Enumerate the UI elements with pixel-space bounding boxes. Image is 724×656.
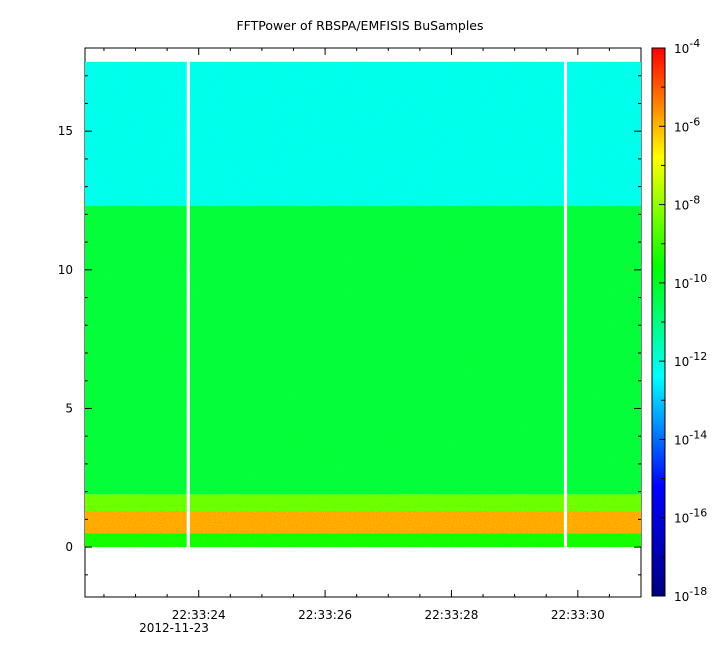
spectrogram-band-texture-4 [85,533,641,548]
spectrogram-band-texture-1 [85,206,641,495]
x-tick-label-3: 22:33:30 [551,608,605,622]
x-axis: 22:33:24 22:33:26 22:33:28 22:33:30 [103,48,642,622]
y-tick-label-0: 0 [65,540,73,554]
colorbar-tick-label-6: 10-16 [674,507,707,526]
x-tick-label-2: 22:33:28 [425,608,479,622]
y-tick-label-3: 15 [58,124,73,138]
data-gaps [186,60,568,549]
y-tick-label-2: 10 [58,263,73,277]
colorbar-tick-label-4: 10-12 [674,350,707,369]
colorbar-tick-label-5: 10-14 [674,428,707,447]
x-date-label: 2012-11-23 [139,621,209,635]
spectrogram-bands [85,61,641,548]
colorbar-tick-label-0: 10-4 [674,37,700,56]
spectrogram-band-texture-2 [85,494,641,512]
spectrogram-band-texture-0 [85,61,641,207]
y-axis: 0 5 10 15 [58,47,641,576]
spectrogram-band-texture-3 [85,511,641,534]
colorbar-tick-label-3: 10-10 [674,272,707,291]
colorbar-tick-label-7: 10-18 [674,585,707,604]
colorbar-tick-label-2: 10-8 [674,194,700,213]
x-tick-label-0: 22:33:24 [172,608,226,622]
colorbar-tick-label-1: 10-6 [674,115,700,134]
x-tick-label-1: 22:33:26 [298,608,352,622]
data-gap-1 [563,60,568,549]
y-tick-label-1: 5 [65,401,73,415]
colorbar: 10-4 10-6 10-8 10-10 10-12 10-14 10-16 10-18 [651,37,707,604]
colorbar-ticks: 10-4 10-6 10-8 10-10 10-12 10-14 10-16 10-18 [659,37,707,604]
chart-title: FFTPower of RBSPA/EMFISIS BuSamples [236,18,483,33]
data-gap-0 [186,60,190,549]
